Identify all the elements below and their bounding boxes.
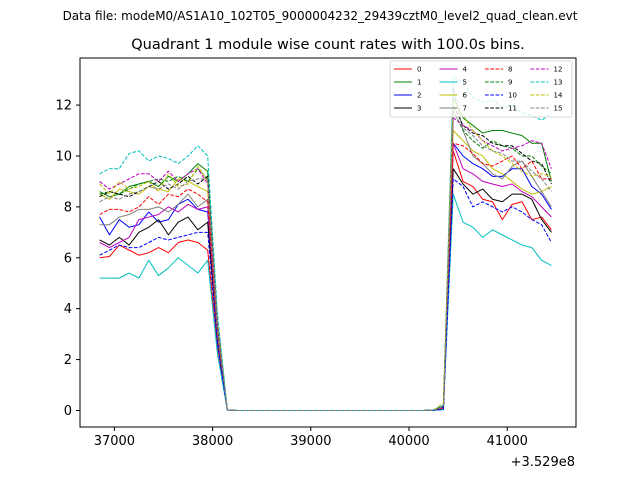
x-axis: 37000 38000 39000 40000 41000 [94, 427, 528, 449]
legend-label-1: 1 [417, 79, 421, 87]
legend-label-2: 2 [417, 92, 421, 100]
legend-label-4: 4 [463, 66, 468, 74]
legend-label-11: 11 [508, 105, 517, 113]
legend-label-7: 7 [463, 105, 467, 113]
legend-label-14: 14 [554, 92, 563, 100]
chart-suptitle: Data file: modeM0/AS1A10_102T05_90000042… [63, 9, 578, 23]
x-tick-label: 39000 [290, 434, 331, 449]
legend-box [389, 60, 573, 118]
y-tick-label: 6 [64, 251, 72, 266]
y-tick-label: 8 [64, 200, 72, 215]
legend-label-8: 8 [508, 66, 512, 74]
series-line-1 [99, 96, 552, 411]
x-tick-label: 37000 [94, 434, 135, 449]
y-axis: 0 2 4 6 8 10 12 [55, 99, 80, 419]
series-line-12 [99, 117, 552, 411]
legend-label-6: 6 [463, 92, 468, 100]
series-line-13 [99, 76, 552, 411]
series-line-7 [99, 86, 552, 411]
series-line-11 [99, 104, 552, 411]
legend-label-3: 3 [417, 105, 421, 113]
series-line-2 [99, 142, 552, 411]
series-line-3 [99, 168, 552, 411]
y-tick-label: 4 [64, 302, 72, 317]
x-tick-label: 40000 [388, 434, 429, 449]
series-line-4 [99, 142, 552, 411]
legend-label-5: 5 [463, 79, 467, 87]
y-tick-label: 10 [55, 149, 72, 164]
x-tick-label: 41000 [487, 434, 528, 449]
axes-frame [79, 57, 577, 428]
y-tick-label: 0 [64, 404, 72, 419]
series-line-9 [99, 109, 552, 411]
x-offset-label: +3.529e8 [511, 455, 575, 470]
x-tick-label: 38000 [192, 434, 233, 449]
legend-label-9: 9 [508, 79, 512, 87]
legend-label-12: 12 [554, 66, 563, 74]
legend-label-10: 10 [508, 92, 517, 100]
legend-label-13: 13 [554, 79, 563, 87]
series-line-8 [99, 142, 552, 411]
plot-lines [99, 76, 552, 411]
series-line-10 [99, 178, 552, 411]
series-line-5 [99, 193, 552, 411]
chart-title: Quadrant 1 module wise count rates with … [131, 37, 525, 53]
series-line-15 [99, 112, 552, 411]
legend-label-0: 0 [417, 66, 421, 74]
legend-label-15: 15 [554, 105, 563, 113]
y-tick-label: 2 [64, 353, 72, 368]
y-tick-label: 12 [55, 99, 72, 114]
